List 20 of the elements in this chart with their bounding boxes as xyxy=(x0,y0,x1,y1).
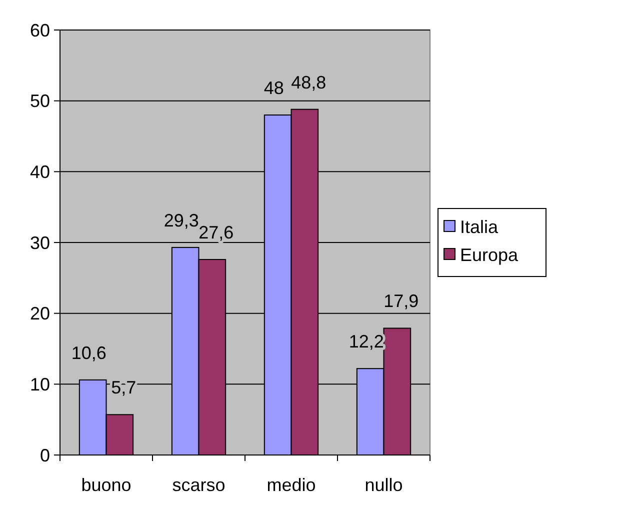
y-tick-label: 10 xyxy=(30,374,50,394)
data-label: 17,9 xyxy=(384,291,419,312)
legend-label: Europa xyxy=(460,244,520,265)
data-label: 27,6 xyxy=(198,222,234,242)
data-label: 10,6 xyxy=(71,342,106,363)
legend-label: Italia xyxy=(460,216,500,237)
y-tick-label: 50 xyxy=(30,91,50,112)
x-tick-label: nullo xyxy=(364,475,403,495)
y-tick-label: 0 xyxy=(40,445,50,466)
data-label: 48,8 xyxy=(291,72,326,92)
x-tick-label: medio xyxy=(266,475,316,495)
x-tick-label: buono xyxy=(81,475,132,495)
data-label: 12,2 xyxy=(348,332,384,352)
data-label: 29,3 xyxy=(164,210,199,230)
data-label: 48 xyxy=(264,78,284,98)
x-tick-label: scarso xyxy=(172,475,226,495)
y-tick-label: 40 xyxy=(30,162,50,182)
y-tick-label: 20 xyxy=(30,304,50,324)
y-tick-label: 30 xyxy=(30,232,50,253)
y-tick-label: 60 xyxy=(30,20,50,40)
